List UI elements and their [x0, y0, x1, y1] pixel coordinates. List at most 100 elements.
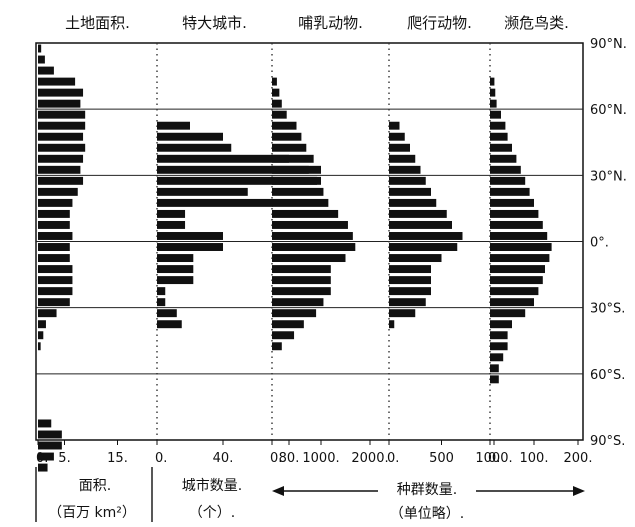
bar — [38, 463, 48, 472]
bar — [38, 342, 41, 351]
bar — [38, 88, 84, 97]
tick-label: 0. — [155, 451, 167, 466]
span-label-bg — [378, 477, 476, 499]
bar — [389, 265, 431, 274]
bar — [490, 88, 496, 97]
bar — [490, 77, 495, 86]
bar — [389, 165, 421, 174]
bar — [490, 342, 508, 351]
bar — [272, 198, 329, 207]
bar — [38, 55, 45, 64]
bar — [389, 154, 416, 163]
bar — [389, 309, 416, 318]
bar — [157, 121, 190, 130]
tick-label: 2000. — [351, 451, 388, 466]
bar — [38, 165, 81, 174]
bar — [490, 121, 506, 130]
bar — [490, 132, 508, 141]
bar — [490, 143, 512, 152]
bar — [490, 353, 504, 362]
bar — [490, 232, 548, 240]
population-count-label: （单位略）. — [390, 506, 464, 522]
bar — [157, 254, 194, 263]
bar — [490, 265, 545, 274]
tick-label: 80. — [279, 451, 300, 466]
bar — [389, 198, 437, 207]
bar — [157, 298, 166, 307]
bar — [38, 143, 86, 152]
bar — [157, 154, 289, 163]
bar — [38, 220, 70, 229]
bar — [38, 265, 73, 274]
tick-label: 1000. — [302, 451, 339, 466]
bar — [389, 320, 395, 329]
bar — [272, 110, 287, 119]
area-unit-label: 面积. — [79, 478, 111, 494]
bar — [38, 99, 81, 108]
bar — [157, 198, 273, 207]
bar — [389, 243, 458, 251]
panel-title: 爬行动物. — [407, 14, 472, 32]
bar — [272, 220, 348, 229]
bar — [38, 419, 52, 428]
area-unit-label: （百万 km²） — [48, 505, 136, 521]
bar — [38, 110, 86, 119]
population-count-label: 种群数量. — [397, 482, 457, 498]
bar — [490, 99, 497, 108]
bar — [490, 375, 499, 384]
bar — [38, 254, 70, 263]
bar — [157, 165, 309, 174]
bar — [389, 176, 426, 185]
panel-title: 濒危鸟类. — [504, 14, 569, 32]
bar — [490, 110, 501, 119]
latitude-label: 60°S. — [590, 368, 625, 383]
bar — [272, 176, 321, 185]
bar — [389, 298, 426, 307]
bar — [38, 121, 86, 130]
bar — [38, 309, 57, 318]
chart-labels: 90°N. 60°N. 30°N. 0°. 30°S. 60°S. 90°S. 土地面积. 特大… — [35, 14, 627, 522]
panel-title: 特大城市. — [182, 14, 247, 32]
bar — [38, 298, 70, 307]
bar — [272, 342, 282, 351]
bar — [157, 309, 177, 318]
panel-title: 土地面积. — [65, 14, 130, 32]
bar — [389, 276, 431, 285]
chart-ticks: 0. 5. 15. 0. 40. 80.0. 1000. 2000.0. 500 1000.0. 1… — [36, 440, 592, 466]
bar — [272, 88, 280, 97]
bar — [157, 132, 223, 141]
bar — [272, 143, 307, 152]
bar — [272, 287, 331, 296]
bar — [157, 276, 194, 285]
bar — [490, 220, 543, 229]
city-count-label: （个）. — [189, 505, 235, 521]
bar — [490, 198, 534, 207]
span-arrow-left-head — [272, 486, 284, 496]
bar — [490, 165, 521, 174]
latitude-label: 30°N. — [590, 169, 627, 184]
latitude-label: 60°N. — [590, 103, 627, 118]
chart-grid — [35, 42, 584, 441]
bar — [389, 209, 447, 218]
bar — [272, 121, 297, 130]
bar — [490, 176, 526, 185]
bar — [490, 287, 539, 296]
bar — [38, 243, 70, 251]
tick-label: 5. — [58, 451, 70, 466]
bar — [272, 276, 331, 285]
tick-label: 200. — [564, 451, 593, 466]
bar — [38, 66, 54, 75]
bar — [272, 232, 353, 240]
bar — [272, 243, 356, 251]
bar — [38, 132, 84, 141]
tick-label: 100. — [520, 451, 549, 466]
bar — [490, 209, 539, 218]
bar — [272, 265, 331, 274]
tick-label: 0. — [488, 451, 500, 466]
bar — [490, 320, 512, 329]
bar — [38, 276, 73, 285]
bar — [157, 209, 186, 218]
bar — [272, 209, 339, 218]
bar — [272, 165, 321, 174]
